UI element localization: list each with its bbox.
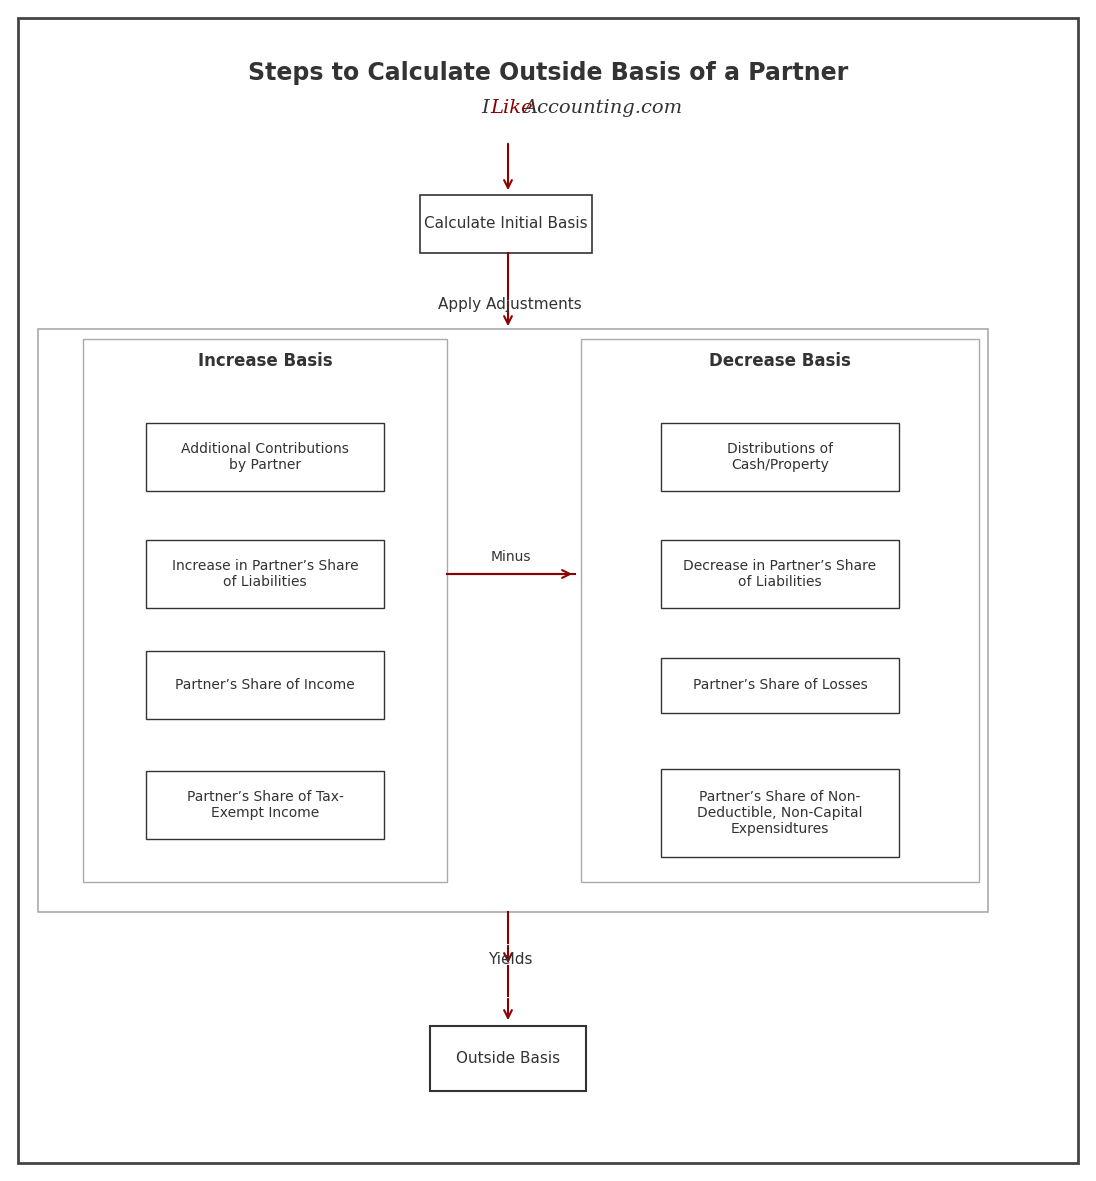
- Text: Additional Contributions
by Partner: Additional Contributions by Partner: [181, 442, 349, 472]
- Text: Decrease Basis: Decrease Basis: [709, 352, 850, 370]
- Bar: [661, 658, 899, 712]
- Bar: [38, 329, 987, 912]
- Text: Outside Basis: Outside Basis: [456, 1051, 560, 1066]
- Bar: [661, 540, 899, 608]
- Text: Partner’s Share of Non-
Deductible, Non-Capital
Expensidtures: Partner’s Share of Non- Deductible, Non-…: [697, 790, 863, 836]
- Text: Distributions of
Cash/Property: Distributions of Cash/Property: [727, 442, 833, 472]
- Bar: [581, 339, 979, 882]
- Text: Apply Adjustments: Apply Adjustments: [438, 298, 582, 313]
- Bar: [420, 195, 592, 253]
- Bar: [661, 423, 899, 491]
- Text: Partner’s Share of Income: Partner’s Share of Income: [175, 678, 355, 692]
- Text: Like: Like: [490, 99, 533, 117]
- Text: I: I: [481, 99, 489, 117]
- Bar: [146, 540, 384, 608]
- Text: Partner’s Share of Losses: Partner’s Share of Losses: [693, 678, 867, 692]
- Bar: [146, 651, 384, 719]
- Bar: [430, 1026, 586, 1091]
- Bar: [661, 769, 899, 857]
- Text: Yields: Yields: [488, 952, 533, 966]
- Text: Increase Basis: Increase Basis: [197, 352, 332, 370]
- Text: Accounting.com: Accounting.com: [523, 99, 682, 117]
- Text: Minus: Minus: [491, 550, 532, 565]
- Text: Calculate Initial Basis: Calculate Initial Basis: [424, 216, 587, 231]
- Bar: [146, 423, 384, 491]
- Text: Decrease in Partner’s Share
of Liabilities: Decrease in Partner’s Share of Liabiliti…: [684, 559, 877, 589]
- Bar: [146, 771, 384, 839]
- Bar: [83, 339, 447, 882]
- Text: Partner’s Share of Tax-
Exempt Income: Partner’s Share of Tax- Exempt Income: [186, 790, 343, 820]
- Text: Increase in Partner’s Share
of Liabilities: Increase in Partner’s Share of Liabiliti…: [172, 559, 358, 589]
- Text: Steps to Calculate Outside Basis of a Partner: Steps to Calculate Outside Basis of a Pa…: [248, 61, 848, 85]
